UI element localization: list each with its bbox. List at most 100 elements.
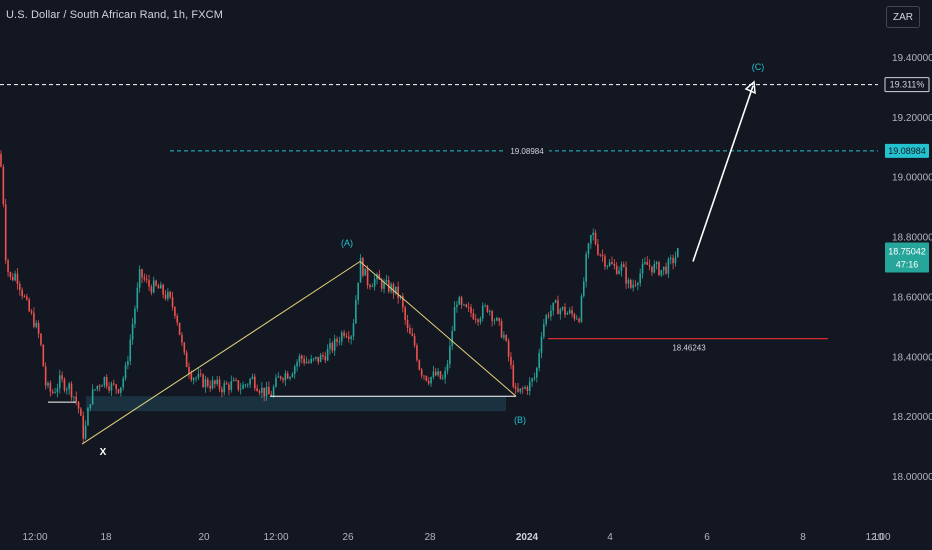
- candle-body: [11, 276, 14, 281]
- candle-body: [329, 343, 331, 349]
- candle-body: [58, 375, 61, 389]
- candle-body: [246, 384, 249, 386]
- candle-body: [590, 234, 592, 244]
- candle-body: [251, 376, 254, 380]
- candle-body: [481, 305, 484, 319]
- candle-body: [232, 379, 235, 382]
- candle-body: [380, 279, 383, 289]
- candle-body: [451, 331, 453, 346]
- candle-body: [256, 388, 258, 392]
- price-tags: 19.311% 19.08984 18.75042 47:16: [884, 77, 930, 273]
- candle-body: [117, 389, 120, 393]
- price-tick-label: 19.20000: [892, 113, 932, 124]
- candle-body: [108, 386, 110, 391]
- candle-body: [594, 232, 597, 245]
- candle-body: [423, 375, 425, 377]
- candle-body: [627, 280, 630, 284]
- candle-body: [669, 257, 672, 260]
- candle-body: [134, 308, 136, 324]
- candle-body: [357, 282, 359, 301]
- candle-body: [66, 389, 68, 391]
- candle-body: [305, 361, 308, 364]
- candle-body: [512, 364, 515, 387]
- tag-current-price: 18.75042: [888, 247, 926, 257]
- time-tick-label: 8: [800, 532, 806, 543]
- candle-body: [209, 385, 211, 389]
- candle-body: [254, 376, 256, 389]
- candle-body: [155, 280, 157, 286]
- time-tick-label: 12:00: [22, 532, 47, 543]
- candle-body: [286, 373, 289, 379]
- tag-teal-text: 19.08984: [888, 146, 926, 156]
- candle-body: [442, 378, 444, 380]
- candle-body: [547, 315, 550, 317]
- candle-body: [395, 286, 397, 294]
- candle-body: [371, 286, 374, 288]
- candle-body: [510, 356, 512, 365]
- candle-body: [613, 264, 616, 266]
- candle-body: [427, 380, 430, 384]
- candle-body: [235, 379, 237, 381]
- currency-button[interactable]: ZAR: [886, 6, 920, 28]
- candle-body: [392, 284, 395, 294]
- candle-body: [207, 379, 209, 386]
- price-tick-label: 19.00000: [892, 173, 932, 184]
- candle-body: [653, 263, 656, 273]
- candle-body: [458, 297, 461, 305]
- candle-body: [230, 381, 233, 390]
- candle-body: [277, 376, 280, 378]
- candle-body: [169, 291, 171, 298]
- candle-body: [308, 361, 310, 363]
- candle-body: [174, 307, 176, 316]
- candle-body: [331, 343, 334, 351]
- candle-body: [632, 284, 634, 288]
- candle-body: [167, 291, 169, 299]
- time-tick-label: 28: [424, 532, 436, 543]
- price-tick-label: 18.20000: [892, 412, 932, 423]
- candle-body: [575, 318, 578, 320]
- wave-label-c: (C): [752, 62, 765, 72]
- candle-body: [505, 335, 508, 341]
- candle-body: [557, 300, 559, 315]
- candle-body: [279, 376, 282, 379]
- candle-body: [667, 259, 670, 274]
- support-zone: [86, 396, 506, 412]
- candle-body: [181, 334, 183, 343]
- candle-body: [157, 285, 160, 289]
- candle-body: [7, 260, 9, 272]
- tag-fib-bg: [884, 77, 930, 93]
- candle-body: [484, 305, 486, 307]
- candle-body: [402, 296, 404, 308]
- candle-body: [98, 385, 101, 387]
- candle-body: [150, 286, 153, 293]
- candle-body: [453, 306, 456, 332]
- candle-body: [333, 338, 336, 351]
- candle-body: [625, 266, 627, 284]
- time-tick-label: 26: [342, 532, 354, 543]
- candle-body: [89, 404, 92, 409]
- candle-body: [543, 324, 545, 337]
- candle-body: [16, 273, 19, 284]
- candle-body: [164, 294, 167, 299]
- candle-body: [446, 363, 449, 372]
- candle-body: [202, 374, 204, 388]
- price-tick-label: 18.80000: [892, 233, 932, 244]
- candle-body: [26, 296, 28, 300]
- candle-body: [73, 396, 75, 398]
- price-tick-label: 18.00000: [892, 472, 932, 483]
- candle-body: [124, 365, 127, 379]
- candle-body: [373, 279, 376, 287]
- candle-body: [340, 332, 343, 342]
- candle-body: [326, 348, 329, 361]
- candle-body: [145, 279, 148, 281]
- candle-body: [183, 342, 186, 353]
- candle-body: [204, 379, 207, 388]
- candle-body: [312, 358, 315, 360]
- candle-body: [460, 297, 463, 305]
- candle-body: [19, 283, 21, 290]
- candle-body: [660, 270, 663, 276]
- candle-body: [70, 383, 73, 398]
- candle-body: [28, 299, 30, 312]
- candle-body: [310, 358, 312, 363]
